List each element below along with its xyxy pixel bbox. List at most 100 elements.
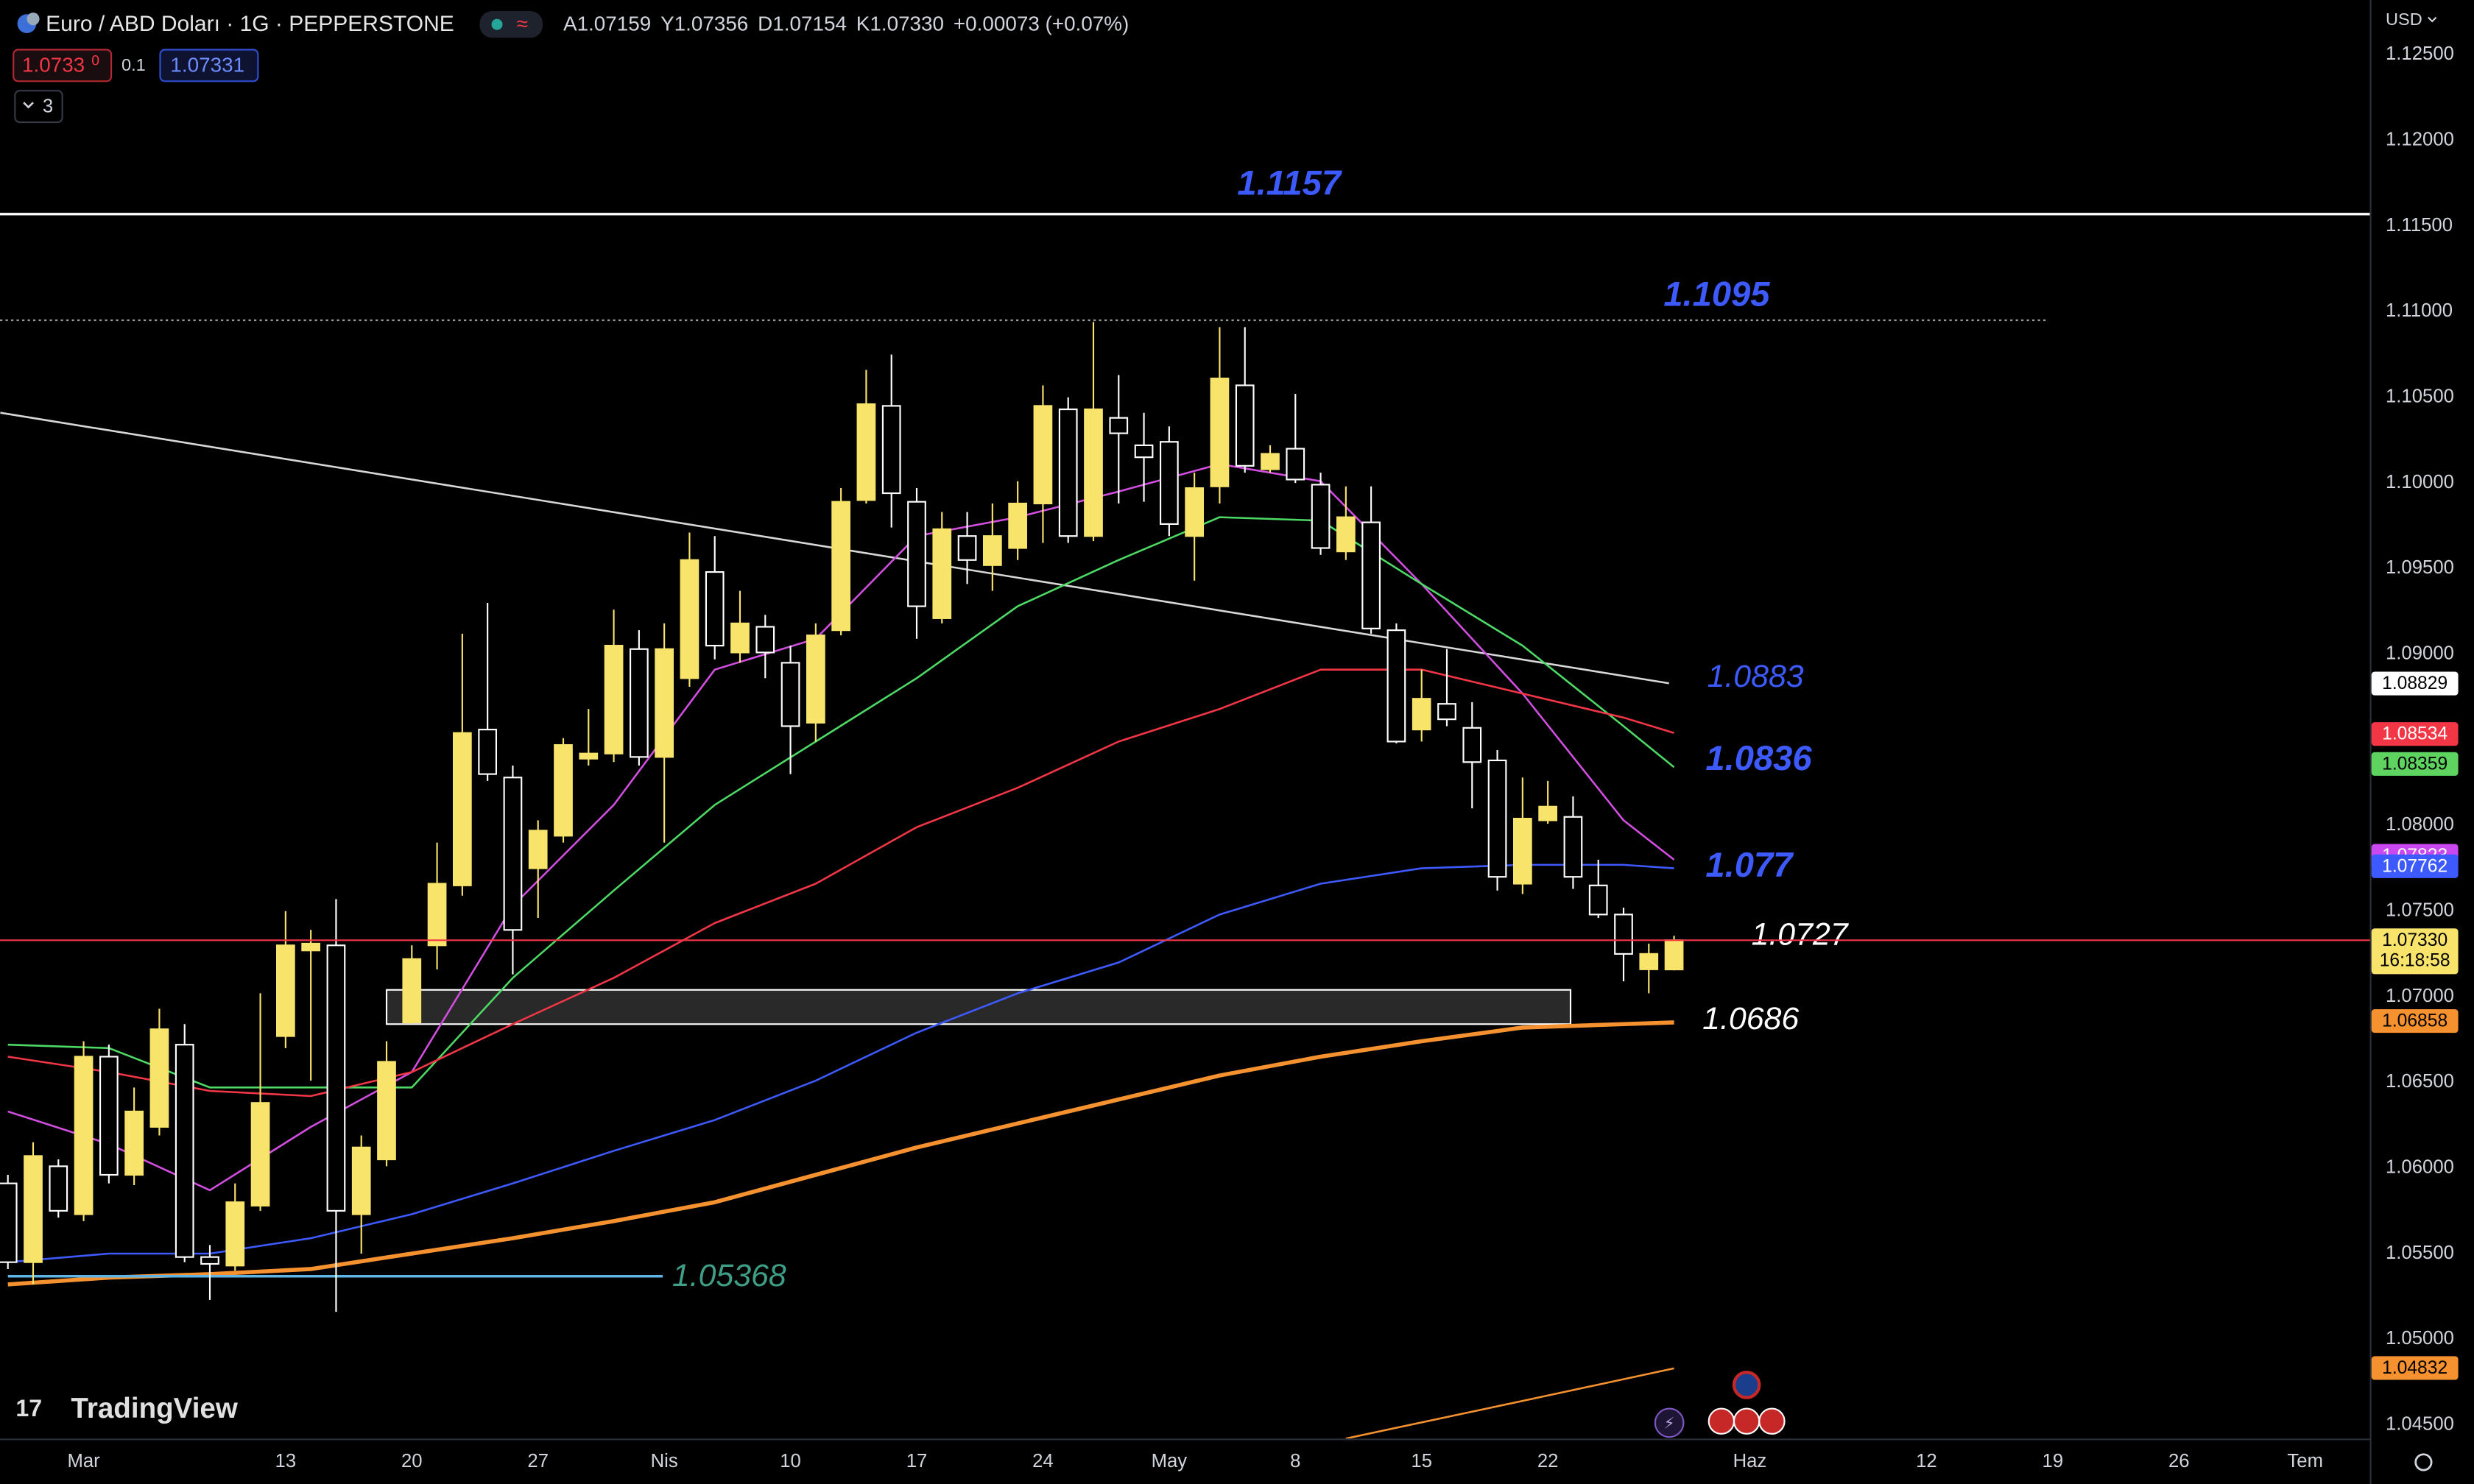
price-badge bbox=[2371, 1009, 2459, 1034]
buy-button[interactable] bbox=[159, 49, 259, 82]
price-badge bbox=[2371, 671, 2459, 696]
indicator-toggle[interactable] bbox=[14, 90, 63, 124]
candle-body bbox=[1462, 727, 1482, 763]
ohlc-legend: A1.07159 Y1.07356 D1.07154 K1.07330 +0.00073… bbox=[563, 13, 1129, 35]
candle-body bbox=[503, 777, 523, 931]
event-flag[interactable] bbox=[1758, 1407, 1786, 1435]
ohlc-value: Y1.07356 bbox=[660, 13, 748, 35]
candle-body bbox=[1033, 405, 1053, 505]
y-tick-label: 1.05000 bbox=[2386, 1328, 2454, 1349]
candle-body bbox=[1109, 417, 1129, 434]
y-tick-label: 1.10000 bbox=[2386, 472, 2454, 492]
y-tick-label: 1.09500 bbox=[2386, 557, 2454, 578]
brand-mark: 17 bbox=[15, 1395, 42, 1421]
candle-body bbox=[1386, 629, 1406, 743]
candle-body bbox=[427, 883, 447, 947]
candle-body bbox=[99, 1056, 119, 1176]
candle-body bbox=[1058, 408, 1078, 537]
candle-body bbox=[200, 1256, 219, 1265]
event-flag[interactable] bbox=[1732, 1371, 1761, 1399]
moving-average bbox=[7, 463, 1675, 1192]
candle-body bbox=[453, 732, 472, 886]
event-flag[interactable] bbox=[1733, 1407, 1761, 1435]
candle-body bbox=[124, 1110, 144, 1176]
candle-body bbox=[1513, 818, 1532, 885]
candle-body bbox=[806, 635, 825, 724]
candle-body bbox=[1160, 441, 1179, 525]
level-label: 1.0883 bbox=[1708, 659, 1804, 694]
x-tick-label: 13 bbox=[275, 1451, 297, 1471]
candle-body bbox=[604, 645, 624, 755]
candle-body bbox=[1614, 914, 1633, 955]
price-badge-label: 1.06858 bbox=[2382, 1011, 2447, 1031]
event-icon[interactable] bbox=[1654, 1407, 1685, 1438]
x-tick-label: 24 bbox=[1032, 1451, 1054, 1471]
indicator-count: 3 bbox=[43, 96, 53, 117]
candle-body bbox=[49, 1165, 68, 1212]
y-tick-label: 1.11000 bbox=[2386, 300, 2453, 321]
candle-body bbox=[629, 648, 649, 758]
price-badge-label: 1.08534 bbox=[2382, 724, 2447, 744]
brand: TradingView bbox=[71, 1393, 238, 1424]
ohlc-value: D1.07154 bbox=[758, 13, 847, 35]
status-pill[interactable] bbox=[479, 11, 543, 38]
y-tick-label: 1.04500 bbox=[2386, 1413, 2454, 1434]
candle-body bbox=[377, 1061, 396, 1161]
candle-body bbox=[1210, 378, 1230, 487]
candle-body bbox=[402, 958, 422, 1024]
settings-icon[interactable] bbox=[2414, 1453, 2433, 1471]
ohlc-value: K1.07330 bbox=[856, 13, 944, 35]
y-tick-label: 1.10500 bbox=[2386, 386, 2454, 407]
y-tick-label: 1.12500 bbox=[2386, 43, 2454, 64]
candle-body bbox=[1311, 484, 1331, 549]
axes: 1.12500 1.12000 1.11500 1.11000 1.10500 1.100… bbox=[67, 43, 2459, 1471]
price-badge-label: 1.07330 bbox=[2382, 930, 2447, 950]
candle-body bbox=[276, 944, 295, 1037]
candle-body bbox=[1235, 384, 1255, 467]
candle-body bbox=[528, 830, 548, 869]
countdown: 16:18:58 bbox=[2380, 951, 2450, 971]
candle-body bbox=[0, 1182, 18, 1263]
event-icon-glyph: ⚡ bbox=[1664, 1415, 1675, 1432]
x-tick-label: Mar bbox=[67, 1451, 100, 1471]
symbol-title: Euro / ABD Doları · 1G · PEPPERSTONE bbox=[46, 12, 454, 36]
candle-body bbox=[1185, 487, 1204, 537]
candle-body bbox=[1336, 516, 1356, 553]
candle-body bbox=[225, 1201, 245, 1267]
status-icon: ≈ bbox=[517, 13, 528, 35]
spread: 0.1 bbox=[121, 55, 146, 74]
y-tick-label: 1.07500 bbox=[2386, 900, 2454, 921]
bid-price-sup: 0 bbox=[91, 54, 99, 69]
candle-body bbox=[1538, 805, 1557, 822]
moving-average bbox=[1345, 1367, 1674, 1439]
y-tick-label: 1.12000 bbox=[2386, 130, 2454, 150]
candle-body bbox=[730, 622, 750, 654]
candle-body bbox=[74, 1056, 94, 1215]
candle-body bbox=[1664, 939, 1684, 971]
candle-body bbox=[579, 752, 599, 760]
candle-body bbox=[175, 1044, 194, 1258]
x-tick-label: 20 bbox=[401, 1451, 423, 1471]
candle-body bbox=[780, 662, 800, 727]
price-badge bbox=[2371, 854, 2459, 878]
event-flag[interactable] bbox=[1708, 1407, 1735, 1435]
currency[interactable]: USD bbox=[2386, 10, 2422, 29]
moving-average bbox=[7, 1020, 1674, 1287]
level-label: 1.0836 bbox=[1705, 738, 1812, 777]
x-tick-label: 12 bbox=[1916, 1451, 1937, 1471]
x-tick-label: 10 bbox=[780, 1451, 801, 1471]
candle-body bbox=[932, 528, 952, 619]
x-tick-label: Haz bbox=[1733, 1451, 1767, 1471]
candle-body bbox=[301, 942, 320, 952]
bid-price: 1.0733 bbox=[22, 53, 85, 76]
y-tick-label: 1.07000 bbox=[2386, 986, 2454, 1006]
candle-body bbox=[705, 570, 725, 647]
price-badge-label: 1.08359 bbox=[2382, 754, 2447, 774]
level-label: 1.1095 bbox=[1663, 274, 1770, 313]
candle-body bbox=[755, 626, 775, 654]
sell-button[interactable] bbox=[13, 49, 113, 82]
moving-average bbox=[7, 668, 1674, 1098]
